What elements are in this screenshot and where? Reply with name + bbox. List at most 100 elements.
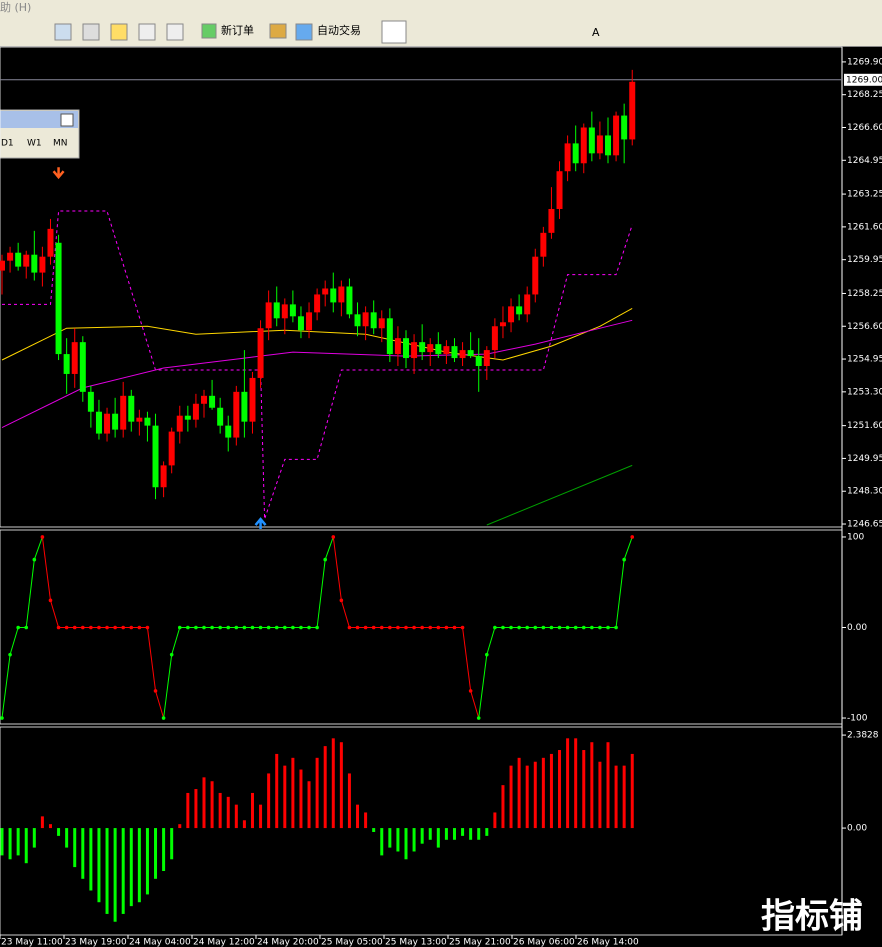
histogram-bar [89, 828, 93, 891]
button[interactable] [82, 23, 100, 41]
candle-body [23, 254, 30, 267]
oscillator-segment [146, 627, 157, 691]
histogram-bar [8, 828, 12, 860]
button[interactable] [54, 23, 72, 41]
candle-body [257, 328, 264, 378]
y-tick-label: 1268.25 [847, 90, 882, 100]
candle-body [556, 171, 563, 209]
histogram-bar [307, 781, 311, 829]
histogram-bar [250, 792, 254, 829]
candle-body [168, 431, 175, 466]
histogram-bar [275, 753, 279, 829]
candle-body [31, 254, 38, 273]
histogram-bar [299, 769, 303, 829]
button[interactable] [381, 20, 407, 44]
histogram-bar [32, 828, 36, 848]
oscillator-segment [340, 600, 350, 628]
histogram-bar [291, 757, 295, 829]
histogram-bar [315, 757, 319, 829]
histogram-bar [0, 828, 4, 856]
period[interactable]: MN [53, 139, 68, 149]
new-order-button[interactable]: 新订单 [221, 23, 254, 37]
histogram-bar [485, 828, 489, 836]
candle-body [459, 350, 466, 359]
histogram-bar [97, 828, 101, 903]
oscillator-segment [9, 627, 19, 655]
candle-body [289, 304, 296, 317]
y-tick-label: -100 [847, 714, 868, 724]
y-tick-label: 1249.95 [847, 454, 882, 464]
y-tick-label: 1253.30 [847, 387, 882, 397]
menu-item[interactable]: 助 (H) [0, 0, 31, 14]
indicator-line [1, 319, 633, 429]
histogram-bar [24, 828, 28, 864]
histogram-bar [412, 828, 416, 852]
histogram-bar [461, 828, 465, 836]
x-tick-label: 23 May 19:00 [65, 938, 127, 947]
candle-body [0, 260, 5, 271]
y-tick-label: 1263.25 [847, 190, 882, 200]
histogram-bar [234, 804, 238, 829]
histogram-bar [614, 765, 618, 829]
candle-body [346, 286, 353, 315]
oscillator-segment [470, 690, 480, 719]
histogram-bar [558, 750, 562, 829]
candle-body [152, 425, 159, 488]
candle-body [144, 417, 151, 426]
candle-body [621, 115, 628, 140]
histogram-bar [533, 761, 537, 829]
button[interactable] [295, 23, 313, 41]
period[interactable]: W1 [27, 139, 42, 149]
candle-body [483, 350, 490, 367]
histogram-bar [477, 828, 481, 840]
candle-body [184, 415, 191, 420]
histogram-bar [267, 773, 271, 829]
x-tick-label: 26 May 06:00 [513, 938, 575, 947]
histogram-bar [16, 828, 20, 856]
button[interactable] [269, 23, 287, 39]
candle-body [265, 302, 272, 329]
candle-body [443, 346, 450, 355]
button[interactable] [138, 23, 156, 41]
oscillator-point [630, 535, 635, 539]
x-tick-label: 25 May 13:00 [385, 938, 447, 947]
histogram-bar [582, 750, 586, 829]
candle-body [354, 314, 361, 327]
histogram-bar [356, 804, 360, 829]
candle-body [273, 302, 280, 319]
y-tick-label: 1266.60 [847, 123, 882, 133]
candle-body [71, 342, 78, 374]
x-tick-label: 24 May 04:00 [129, 938, 191, 947]
candle-body [55, 242, 62, 355]
button[interactable] [201, 23, 217, 39]
candle-body [475, 356, 482, 367]
candle-body [524, 294, 531, 315]
oscillator-segment [324, 536, 334, 560]
histogram-bar [372, 828, 376, 832]
oscillator-segment [1, 654, 11, 719]
candle-body [419, 342, 426, 353]
histogram-bar [242, 820, 246, 829]
candle-body [201, 395, 207, 404]
button[interactable] [166, 23, 184, 41]
candle-body [435, 344, 442, 355]
candle-body [281, 304, 288, 319]
oscillator-segment [623, 536, 633, 560]
candle-body [87, 391, 94, 412]
auto-trade-button[interactable]: 自动交易 [317, 23, 361, 37]
histogram-bar [598, 761, 602, 829]
candle-body [386, 318, 393, 355]
y-tick-label: 1246.65 [847, 520, 882, 530]
period[interactable]: D1 [1, 139, 14, 149]
oscillator-segment [478, 654, 488, 719]
histogram-bar [137, 828, 141, 903]
candle-body [411, 342, 418, 359]
histogram-bar [549, 753, 553, 829]
oscillator-segment [163, 654, 173, 719]
y-tick-label: 1269.90 [847, 57, 882, 67]
candle-body [338, 286, 345, 303]
button[interactable] [110, 23, 128, 41]
text-tool[interactable]: A [592, 26, 600, 39]
candle-body [104, 413, 111, 434]
histogram-bar [541, 757, 545, 829]
